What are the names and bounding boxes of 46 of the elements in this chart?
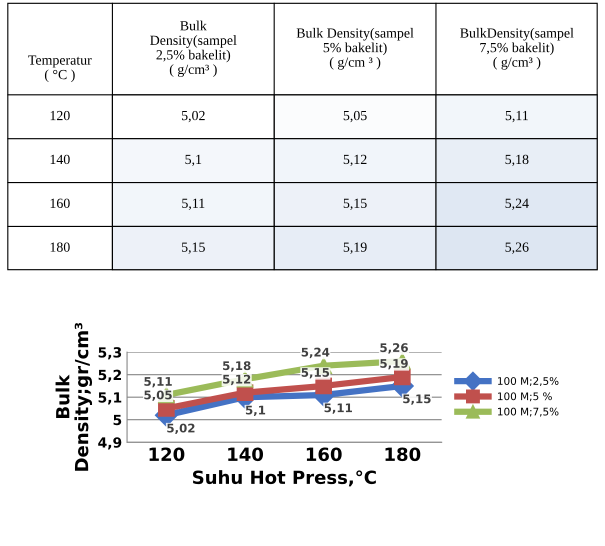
data-label: 5,18 [506, 154, 528, 166]
x-axis-title: Suhu Hot Press,°C [193, 470, 376, 486]
x-tick-label: 140 [228, 447, 264, 462]
y-axis-title: Bulk Density;gr/cm³ [56, 322, 92, 471]
data-label: 5,15 [302, 368, 330, 378]
y-tick-label: 4,9 [98, 437, 122, 450]
data-label: 5,1 [246, 406, 266, 416]
y-axis-title: Temperatur ( °C ) [28, 56, 92, 82]
data-label: 5,15 [403, 394, 431, 405]
legend-label: 100 M;7,5% [498, 408, 558, 417]
y-tick-label: 120 [50, 110, 70, 120]
y-tick-label: 5 [114, 414, 122, 426]
x-tick-label: 160 [306, 447, 342, 462]
x-tick-label: BulkDensity(sampel 7,5% bakelit) ( g/cm³ ) [460, 28, 574, 70]
y-tick-label: 140 [50, 154, 70, 164]
legend-label: 100 M;2,5% [498, 377, 558, 386]
x-tick-label: Bulk Density(sampel 5% bakelit) ( g/cm ³ ) [296, 28, 414, 70]
data-label: 5,02 [182, 110, 205, 122]
data-label: 5,11 [506, 110, 528, 122]
y-tick-label: 160 [50, 198, 70, 208]
data-label: 5,12 [344, 154, 366, 166]
data-label: 5,05 [144, 390, 172, 401]
data-label: 5,15 [344, 198, 367, 210]
data-label: 5,18 [223, 361, 251, 372]
legend-label: 100 M;5 % [498, 392, 552, 402]
data-label: 5,26 [506, 242, 529, 254]
y-tick-label: 5,2 [98, 370, 121, 382]
data-label: 5,24 [302, 348, 330, 358]
data-label: 5,12 [223, 374, 250, 386]
data-label: 5,24 [506, 198, 529, 210]
data-label: 5,05 [344, 110, 367, 122]
data-label: 5,02 [167, 424, 194, 434]
data-label: 5,11 [182, 198, 204, 210]
y-tick-label: 5,1 [98, 392, 122, 404]
data-label: 5,1 [185, 154, 202, 166]
data-label: 5,11 [324, 404, 352, 414]
x-tick-label: Bulk Density(sampel 2,5% bakelit) ( g/cm³ ) [150, 20, 237, 77]
x-tick-label: 180 [386, 447, 420, 462]
data-label: 5,11 [144, 377, 172, 388]
data-label: 5,26 [380, 343, 408, 354]
data-label: 5,19 [380, 358, 408, 370]
y-tick-label: 180 [50, 242, 70, 252]
x-tick-label: 120 [150, 447, 184, 462]
data-label: 5,15 [182, 242, 205, 254]
data-label: 5,19 [344, 242, 367, 254]
y-tick-label: 5,3 [98, 347, 122, 360]
